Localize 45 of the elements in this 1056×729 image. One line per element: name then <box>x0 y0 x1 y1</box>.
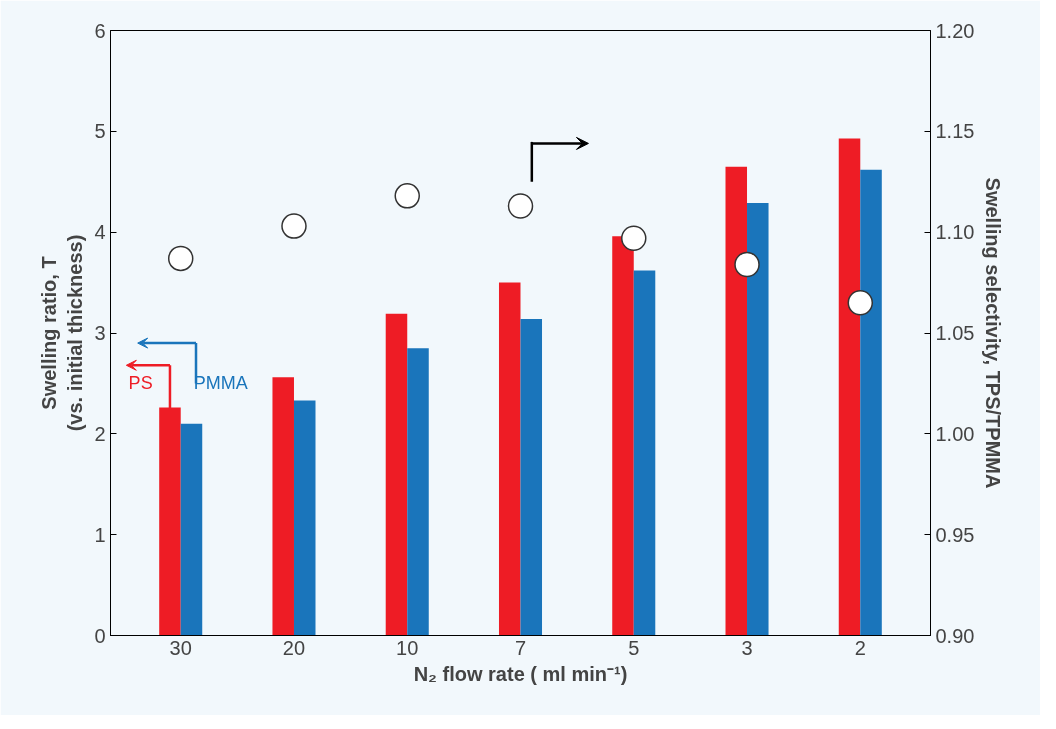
y-tick-label: 2 <box>94 422 106 445</box>
bar <box>498 282 521 636</box>
bar <box>725 166 748 636</box>
point <box>621 225 647 251</box>
bar <box>747 202 769 636</box>
y-tick-label: 0 <box>94 624 106 647</box>
point <box>167 245 194 272</box>
y2-tick-label: 1.00 <box>935 422 975 445</box>
x-tick-label: 30 <box>169 636 192 659</box>
y2-tick-label: 1.05 <box>935 322 975 344</box>
y-axis-title: Swelling ratio, T (vs. initial thickness) <box>37 234 87 432</box>
y-tick-label: 3 <box>94 322 106 344</box>
x-tick-label: 3 <box>741 636 753 659</box>
bar <box>633 270 656 636</box>
y-tick-label: 1 <box>94 523 106 546</box>
x-tick-label: 10 <box>396 636 419 659</box>
point <box>734 251 760 278</box>
x-tick-label: 20 <box>282 636 306 659</box>
x-tick-label: 7 <box>514 636 527 659</box>
x-axis-title: N₂ flow rate ( ml min⁻¹) <box>413 662 628 685</box>
x-tick-label: 2 <box>854 636 866 659</box>
point <box>281 213 307 239</box>
y2-axis-title: Swelling selectivity, TPS/TPMMA <box>982 177 1005 489</box>
bar <box>272 377 294 636</box>
y2-tick-label: 0.95 <box>935 523 975 546</box>
y-tick-label: 4 <box>94 221 106 244</box>
point <box>394 183 420 209</box>
bar <box>293 400 316 636</box>
y2-tick-label: 1.10 <box>935 221 975 244</box>
bar <box>838 138 861 636</box>
x-tick-label: 5 <box>628 636 640 659</box>
y2-tick-label: 1.20 <box>935 19 975 42</box>
point <box>507 193 534 219</box>
bar <box>860 169 882 636</box>
bar <box>407 348 429 636</box>
y2-tick-label: 1.15 <box>935 120 975 143</box>
y-tick-label: 5 <box>94 120 106 143</box>
y2-tick-label: 0.90 <box>935 624 975 647</box>
legend-label: PS <box>128 373 153 394</box>
point <box>847 290 874 316</box>
bar <box>385 313 408 636</box>
y-tick-label: 6 <box>94 19 106 42</box>
bar <box>180 423 203 636</box>
bar <box>612 236 634 636</box>
bar <box>520 318 543 636</box>
